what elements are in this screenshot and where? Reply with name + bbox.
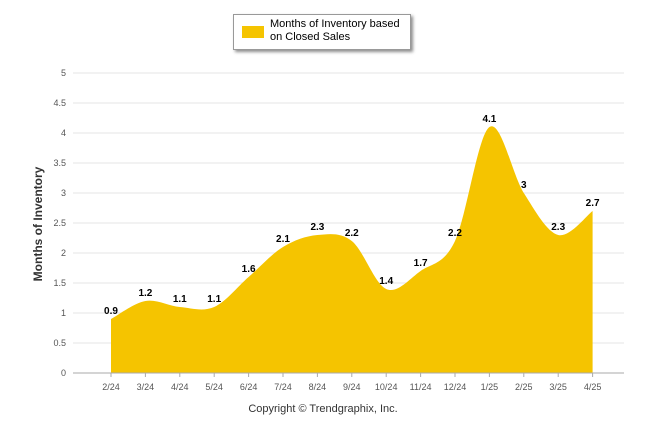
data-label: 2.3: [551, 222, 565, 233]
y-tick-label: 1.5: [53, 278, 66, 288]
x-tick-label: 3/24: [137, 382, 155, 392]
data-label: 2.7: [586, 198, 600, 209]
y-tick-label: 3: [61, 188, 66, 198]
x-tick-label: 1/25: [481, 382, 499, 392]
y-tick-label: 1: [61, 308, 66, 318]
x-tick-label: 2/25: [515, 382, 533, 392]
y-tick-label: 2: [61, 248, 66, 258]
data-label: 3: [521, 180, 527, 191]
data-label: 1.6: [242, 264, 256, 275]
copyright-text: Copyright © Trendgraphix, Inc.: [248, 403, 398, 415]
legend-swatch: [242, 26, 264, 38]
y-tick-label: 2.5: [53, 218, 66, 228]
data-label: 1.1: [207, 294, 221, 305]
y-tick-label: 5: [61, 68, 66, 78]
data-label: 1.2: [138, 288, 152, 299]
data-label: 1.1: [173, 294, 187, 305]
legend: Months of Inventory based on Closed Sale…: [233, 14, 411, 50]
x-tick-label: 11/24: [410, 382, 432, 392]
data-label: 2.1: [276, 234, 290, 245]
x-tick-label: 10/24: [375, 382, 398, 392]
data-label: 1.4: [379, 276, 393, 287]
y-tick-label: 4.5: [53, 98, 66, 108]
y-tick-label: 0: [61, 368, 66, 378]
data-label: 4.1: [482, 114, 496, 125]
y-tick-label: 3.5: [53, 158, 66, 168]
data-label: 2.3: [310, 222, 324, 233]
x-tick-label: 3/25: [549, 382, 567, 392]
data-label: 1.7: [414, 258, 428, 269]
data-label: 2.2: [448, 228, 462, 239]
data-label: 0.9: [104, 306, 118, 317]
data-label: 2.2: [345, 228, 359, 239]
x-tick-label: 4/25: [584, 382, 602, 392]
legend-label: Months of Inventory based on Closed Sale…: [270, 18, 400, 43]
x-tick-label: 9/24: [343, 382, 361, 392]
x-tick-label: 7/24: [274, 382, 292, 392]
series-area: [111, 126, 593, 374]
y-axis-title: Months of Inventory: [31, 166, 45, 282]
y-tick-label: 4: [61, 128, 66, 138]
x-tick-label: 4/24: [171, 382, 189, 392]
y-tick-label: 0.5: [53, 338, 66, 348]
x-tick-label: 2/24: [102, 382, 120, 392]
x-tick-label: 8/24: [309, 382, 327, 392]
x-tick-label: 12/24: [444, 382, 467, 392]
x-tick-label: 6/24: [240, 382, 258, 392]
x-tick-label: 5/24: [205, 382, 223, 392]
